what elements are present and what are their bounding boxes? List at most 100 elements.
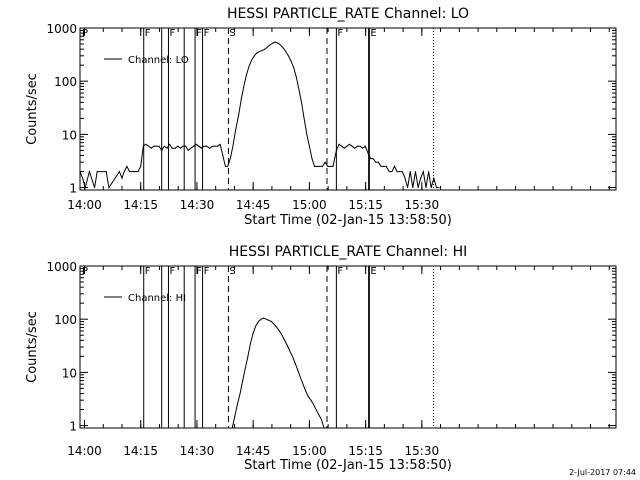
data-point [240,99,242,101]
corner-label: P [82,28,88,39]
data-point [305,390,307,392]
panel-lo: HESSI PARTICLE_RATE Channel: LO 14:00 14:1… [25,6,617,228]
data-point [294,362,296,364]
x-tick-label: 15:00 [292,198,327,212]
data-point [105,171,107,173]
data-point [351,145,353,147]
data-point [292,355,294,357]
data-point [318,414,320,416]
data-point [289,350,291,352]
data-point [273,323,275,325]
data-point [269,44,271,46]
data-point [82,177,84,179]
x-axis-label: Start Time (02-Jan-15 13:58:50) [244,213,452,228]
data-point [229,158,231,160]
data-point [244,367,246,369]
x-tick-label: 15:15 [348,444,383,458]
data-point [414,171,416,173]
event-label: F [337,28,343,39]
data-point [161,149,163,151]
data-point [409,171,411,173]
data-point [393,165,395,167]
data-point [224,165,226,167]
data-point [256,52,258,54]
y-tick-label: 1 [69,420,77,434]
data-point [391,171,393,173]
data-point [385,165,387,167]
data-point [314,165,316,167]
data-point [284,339,286,341]
data-point [438,187,440,189]
data-point [286,345,288,347]
event-label: F [204,266,210,277]
event-label: E [370,266,376,277]
data-point [308,145,310,147]
data-point [290,60,292,62]
data-point [242,380,244,382]
data-point [435,187,437,189]
plot-frame [79,27,617,191]
x-tick-label: 14:00 [67,444,102,458]
y-axis-label: Counts/sec [25,73,40,145]
data-point [265,318,267,320]
data-point [348,143,350,145]
event-label: F [145,266,151,277]
data-point [356,145,358,147]
legend-label: Channel: LO [128,55,189,66]
data-point [343,147,345,149]
data-point [322,165,324,167]
event-label: F [169,28,175,39]
data-point [430,187,432,189]
data-point [375,161,377,163]
event-label: F [196,266,202,277]
data-point [94,187,96,189]
data-point [219,143,221,145]
data-point [190,147,192,149]
data-point [203,145,205,147]
corner-label: P [82,266,88,277]
data-point [332,165,334,167]
data-point [364,145,366,147]
data-point [301,101,303,103]
data-point [238,114,240,116]
y-tick-label: 10 [62,128,77,142]
data-point [84,187,86,189]
plot-frame [79,265,617,429]
data-point [396,171,398,173]
data-point [174,147,176,149]
data-point [422,171,424,173]
event-label: E [370,28,376,39]
data-point [271,321,273,323]
data-point [425,187,427,189]
data-point [88,171,90,173]
data-point [243,85,245,87]
y-tick-label: 1000 [46,22,77,36]
data-point [380,165,382,167]
data-point [329,165,331,167]
data-point [367,152,369,154]
data-point [272,42,274,44]
data-series-line [231,317,325,429]
legend-label: Channel: HI [128,293,186,304]
data-point [401,171,403,173]
data-point [169,143,171,145]
data-point [179,147,181,149]
data-point [155,145,157,147]
data-point [311,158,313,160]
data-point [282,47,284,49]
panel-hi: HESSI PARTICLE_RATE Channel: HI 14:00 14:1… [25,244,617,473]
data-point [121,177,123,179]
data-point [310,399,312,401]
data-point [287,55,289,57]
data-point [323,427,325,429]
event-label: F [169,266,175,277]
data-point [295,76,297,78]
data-point [420,177,422,179]
data-series-line [79,41,440,190]
data-point [313,403,315,405]
data-point [383,165,385,167]
data-point [253,55,255,57]
data-point [303,117,305,119]
data-point [247,355,249,357]
event-label: F [196,28,202,39]
